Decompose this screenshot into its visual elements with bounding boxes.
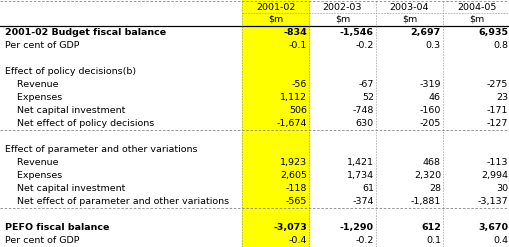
Text: -275: -275 [486,80,507,89]
Text: 2001-02 Budget fiscal balance: 2001-02 Budget fiscal balance [5,28,166,37]
Text: Per cent of GDP: Per cent of GDP [5,41,79,50]
Text: 30: 30 [495,184,507,193]
Text: 630: 630 [355,119,373,128]
Text: 1,112: 1,112 [279,93,306,102]
Text: -160: -160 [419,106,440,115]
Text: -1,881: -1,881 [410,197,440,206]
Text: $m: $m [468,15,483,24]
Bar [242,26,308,247]
Text: -205: -205 [419,119,440,128]
Text: 2,697: 2,697 [410,28,440,37]
Text: 1,421: 1,421 [346,158,373,167]
Text: Net effect of policy decisions: Net effect of policy decisions [5,119,154,128]
Text: $m: $m [401,15,416,24]
Text: 2002-03: 2002-03 [322,3,361,12]
Text: -171: -171 [486,106,507,115]
Text: -1,674: -1,674 [276,119,306,128]
Bar [242,0,308,26]
Text: -56: -56 [291,80,306,89]
Text: Revenue: Revenue [5,158,59,167]
Text: -565: -565 [285,197,306,206]
Text: 2,320: 2,320 [413,171,440,180]
Text: 1,923: 1,923 [279,158,306,167]
Text: Net effect of parameter and other variations: Net effect of parameter and other variat… [5,197,229,206]
Text: Effect of parameter and other variations: Effect of parameter and other variations [5,145,197,154]
Text: 6,935: 6,935 [477,28,507,37]
Text: -319: -319 [419,80,440,89]
Text: -3,073: -3,073 [273,223,306,232]
Text: 2,605: 2,605 [279,171,306,180]
Text: $m: $m [267,15,282,24]
Text: -1,290: -1,290 [340,223,373,232]
Text: -0.2: -0.2 [355,236,373,245]
Text: 468: 468 [422,158,440,167]
Text: $m: $m [334,15,350,24]
Text: Net capital investment: Net capital investment [5,184,125,193]
Text: Effect of policy decisions(b): Effect of policy decisions(b) [5,67,136,76]
Text: 1,734: 1,734 [346,171,373,180]
Text: -834: -834 [282,28,306,37]
Text: -1,546: -1,546 [340,28,373,37]
Text: -374: -374 [352,197,373,206]
Text: 612: 612 [420,223,440,232]
Text: -0.2: -0.2 [355,41,373,50]
Text: PEFO fiscal balance: PEFO fiscal balance [5,223,109,232]
Text: -67: -67 [358,80,373,89]
Text: 23: 23 [495,93,507,102]
Text: -113: -113 [486,158,507,167]
Text: -0.1: -0.1 [288,41,306,50]
Text: 52: 52 [361,93,373,102]
Text: 0.8: 0.8 [492,41,507,50]
Text: -127: -127 [486,119,507,128]
Text: 2003-04: 2003-04 [389,3,429,12]
Text: Expenses: Expenses [5,171,62,180]
Text: Revenue: Revenue [5,80,59,89]
Text: 2,994: 2,994 [480,171,507,180]
Text: -748: -748 [352,106,373,115]
Text: 46: 46 [428,93,440,102]
Text: 0.4: 0.4 [492,236,507,245]
Text: 0.3: 0.3 [425,41,440,50]
Text: Expenses: Expenses [5,93,62,102]
Text: -118: -118 [285,184,306,193]
Text: Net capital investment: Net capital investment [5,106,125,115]
Text: Per cent of GDP: Per cent of GDP [5,236,79,245]
Text: -0.4: -0.4 [288,236,306,245]
Text: -3,137: -3,137 [476,197,507,206]
Text: 2004-05: 2004-05 [456,3,495,12]
Text: 2001-02: 2001-02 [256,3,295,12]
Text: 0.1: 0.1 [425,236,440,245]
Text: 506: 506 [289,106,306,115]
Text: 3,670: 3,670 [477,223,507,232]
Text: 28: 28 [428,184,440,193]
Text: 61: 61 [361,184,373,193]
